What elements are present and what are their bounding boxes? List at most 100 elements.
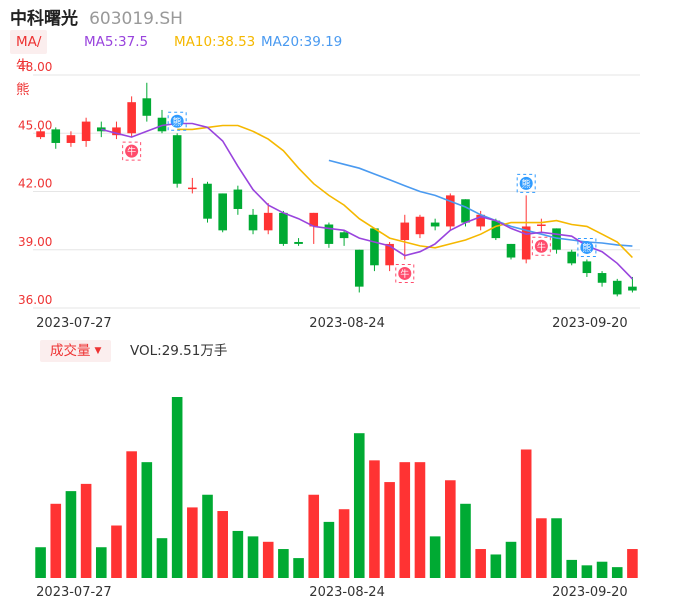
bull-marker-icon	[534, 239, 548, 253]
stock-code: 603019.SH	[89, 9, 183, 29]
volume-bar	[505, 541, 517, 578]
volume-bar	[429, 536, 441, 578]
volume-bar	[323, 521, 335, 578]
bear-marker-icon	[170, 114, 184, 128]
volume-date-tick-label: 2023-08-24	[309, 585, 385, 600]
candle-body	[552, 228, 561, 250]
volume-bar	[262, 541, 274, 578]
volume-bar	[490, 554, 502, 578]
volume-bar	[50, 503, 62, 578]
volume-bar	[475, 549, 486, 578]
candle-body	[279, 212, 288, 244]
candle-body	[476, 214, 485, 227]
volume-indicator-toggle[interactable]: 成交量 ▼	[40, 340, 112, 362]
ma5-line	[101, 122, 633, 280]
volume-value: VOL:29.51万手	[130, 343, 228, 359]
candle-body	[567, 251, 577, 264]
price-tick-label: 36.00	[18, 293, 52, 307]
volume-bar	[65, 491, 77, 578]
volume-bar	[217, 511, 228, 578]
volume-bar	[308, 494, 320, 578]
volume-bar	[187, 507, 198, 578]
candle-body	[400, 222, 410, 241]
bear-marker-frame	[167, 111, 187, 131]
volume-bar	[369, 460, 380, 578]
stock-header: 中科曙光 603019.SH	[10, 4, 183, 29]
volume-bar	[566, 559, 578, 578]
candle-body	[157, 117, 167, 132]
bull-marker-icon	[125, 144, 139, 158]
ma10-line	[177, 124, 633, 259]
candle-body	[491, 220, 501, 239]
volume-bar	[293, 558, 304, 578]
volume-bar	[445, 480, 456, 578]
ma20-line	[328, 159, 633, 247]
candle-body	[309, 212, 319, 227]
candle-body	[415, 216, 425, 235]
candle-body	[461, 199, 470, 223]
volume-bar	[247, 536, 259, 578]
volume-date-tick-label: 2023-09-20	[552, 585, 628, 600]
volume-date-tick-label: 2023-07-27	[36, 585, 112, 600]
candle-body	[172, 135, 182, 184]
volume-bar	[232, 530, 244, 578]
caret-down-icon: ▼	[94, 346, 102, 356]
volume-bar	[171, 397, 183, 578]
volume-bar	[126, 451, 137, 578]
price-tick-label: 42.00	[18, 177, 52, 191]
candle-body	[537, 224, 546, 227]
volume-bar	[536, 518, 547, 578]
ma5-legend: MA5:37.5	[84, 34, 149, 50]
candle-body	[294, 241, 303, 244]
volume-bar	[80, 483, 92, 578]
bear-marker-icon	[519, 176, 533, 190]
volume-toggle-label: 成交量	[50, 343, 91, 359]
price-tick-label: 45.00	[18, 118, 52, 132]
marker-label: 熊	[582, 242, 591, 254]
ma20-legend: MA20:39.19	[261, 34, 343, 50]
marker-label: 牛	[400, 268, 409, 280]
volume-bar	[399, 462, 411, 578]
candle-body	[506, 243, 516, 258]
candle-body	[370, 228, 379, 266]
volume-bar	[520, 449, 532, 578]
date-tick-label: 2023-09-20	[552, 316, 628, 330]
candle-body	[354, 249, 364, 287]
marker-label: 牛	[537, 241, 546, 253]
marker-label: 牛	[127, 146, 136, 158]
candle-body	[203, 183, 212, 219]
candle-body	[66, 135, 76, 143]
bull-marker-frame	[531, 236, 551, 256]
ma10-legend: MA10:38.53	[174, 34, 256, 50]
candle-body	[263, 212, 273, 231]
candle-body	[339, 232, 349, 239]
bear-marker-frame	[577, 237, 597, 257]
volume-bar	[141, 462, 153, 578]
volume-bar	[202, 494, 213, 578]
date-tick-label: 2023-07-27	[36, 316, 112, 330]
volume-bar	[278, 549, 289, 578]
candle-body	[51, 129, 61, 143]
volume-bar	[156, 538, 168, 578]
candle-body	[628, 286, 637, 291]
stock-name: 中科曙光	[10, 9, 78, 29]
bull-marker-frame	[395, 263, 415, 283]
price-tick-label: 39.00	[18, 235, 52, 249]
candle-body	[218, 193, 227, 231]
volume-bar	[611, 567, 623, 578]
volume-bar	[353, 433, 365, 578]
candle-body	[248, 214, 258, 231]
candle-body	[597, 273, 607, 283]
bear-marker-icon	[580, 240, 594, 254]
volume-bar	[596, 561, 608, 578]
date-tick-label: 2023-08-24	[309, 316, 385, 330]
marker-label: 熊	[173, 116, 182, 128]
candle-body	[36, 131, 45, 138]
volume-bar	[414, 462, 426, 578]
candle-body	[142, 98, 152, 116]
candle-body	[582, 261, 592, 274]
candle-body	[446, 195, 455, 227]
volume-bar	[581, 565, 593, 578]
ma-indicator-toggle[interactable]: MA/牛熊	[10, 30, 48, 98]
